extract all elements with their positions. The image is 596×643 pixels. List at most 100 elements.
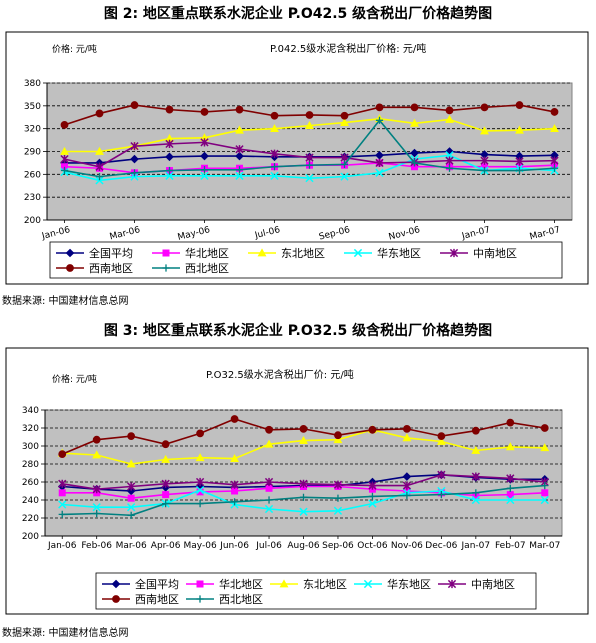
- data-point: [375, 168, 384, 177]
- data-point: [333, 480, 343, 489]
- data-point: [165, 105, 174, 114]
- data-point: [231, 487, 239, 495]
- data-point: [130, 142, 139, 151]
- x-tick-label: Aug-06: [287, 541, 320, 551]
- x-tick-label: Feb-07: [495, 541, 526, 551]
- data-point: [334, 431, 342, 440]
- data-point: [305, 161, 314, 169]
- legend-box: [49, 241, 563, 279]
- data-point: [445, 106, 454, 115]
- x-tick-label: Dec-06: [425, 541, 457, 551]
- y-tick-label: 290: [24, 148, 41, 158]
- legend-marker: [449, 248, 459, 258]
- data-point: [264, 439, 274, 448]
- data-point: [471, 472, 480, 481]
- data-point: [402, 472, 412, 481]
- legend-item: 西南地区: [56, 262, 133, 275]
- data-point: [368, 492, 377, 500]
- data-point: [230, 480, 239, 489]
- data-point: [235, 151, 244, 161]
- data-point: [471, 445, 481, 454]
- data-point: [92, 450, 102, 459]
- data-point: [130, 172, 139, 181]
- data-point: [95, 162, 104, 171]
- figure-1: 图 2: 地区重点联系水泥企业 P.O42.5 级含税出厂价格趋势图 价格: 元…: [0, 0, 596, 320]
- legend-marker: [447, 579, 457, 589]
- data-point: [437, 432, 446, 440]
- data-point: [58, 450, 67, 458]
- data-point: [58, 510, 66, 518]
- legend-marker: [111, 579, 121, 589]
- data-point: [368, 425, 377, 434]
- data-point: [162, 491, 170, 499]
- data-point: [506, 484, 514, 492]
- legend-marker: [66, 264, 74, 272]
- data-point: [506, 491, 514, 499]
- legend-label: 西南地区: [135, 593, 179, 606]
- data-point: [375, 103, 384, 112]
- x-tick-label: Mar-06: [116, 541, 147, 551]
- series-7: [60, 116, 559, 181]
- data-point: [161, 454, 171, 463]
- data-point: [95, 109, 104, 118]
- x-tick-label: Oct-06: [357, 541, 388, 551]
- x-tick-label: Sep-06: [322, 541, 354, 551]
- legend-marker: [279, 579, 289, 588]
- legend-marker: [257, 248, 267, 257]
- legend-item: 东北地区: [248, 247, 325, 260]
- data-point: [340, 111, 349, 120]
- data-point: [333, 435, 343, 444]
- data-point: [196, 500, 204, 508]
- y-tick-label: 200: [22, 532, 39, 542]
- x-tick-label: Jan-07: [461, 541, 491, 551]
- data-point: [305, 174, 314, 183]
- legend-marker: [112, 595, 120, 603]
- data-point: [410, 118, 419, 127]
- legend-item: 中南地区: [438, 578, 515, 591]
- legend-marker: [196, 580, 204, 588]
- legend-marker: [353, 248, 363, 258]
- data-point: [445, 114, 454, 123]
- data-point: [127, 432, 136, 440]
- legend-item: 华东地区: [344, 246, 421, 260]
- legend-label: 中南地区: [471, 578, 515, 591]
- data-point: [540, 424, 549, 432]
- data-point: [127, 494, 135, 502]
- legend-marker: [162, 249, 170, 257]
- data-point: [235, 171, 244, 180]
- data-point: [541, 489, 549, 497]
- y-tick-label: 320: [22, 424, 39, 434]
- data-point: [299, 493, 308, 501]
- data-point: [340, 117, 349, 126]
- series-6: [60, 101, 559, 129]
- data-point: [471, 426, 480, 435]
- data-point: [60, 154, 69, 164]
- data-point: [92, 485, 101, 494]
- legend-label: 华东地区: [387, 577, 431, 591]
- legend-marker: [65, 248, 75, 258]
- data-point: [270, 124, 279, 133]
- unit-label: 价格: 元/吨: [52, 373, 97, 385]
- data-point: [265, 496, 273, 504]
- legend-label: 全国平均: [135, 577, 179, 591]
- legend-item: 华北地区: [186, 577, 263, 591]
- data-point: [550, 156, 559, 165]
- data-point: [58, 500, 67, 509]
- series-3: [60, 114, 559, 155]
- y-tick-label: 280: [22, 460, 39, 470]
- legend-item: 西北地区: [152, 262, 229, 275]
- data-point: [334, 494, 342, 502]
- series-6: [58, 415, 549, 458]
- unit-label: 价格: 元/吨: [52, 43, 97, 55]
- data-point: [130, 154, 139, 164]
- data-point: [515, 157, 524, 166]
- data-point: [270, 149, 279, 158]
- data-point: [340, 160, 349, 169]
- legend-label: 全国平均: [89, 246, 133, 260]
- legend-label: 东北地区: [281, 247, 325, 260]
- data-point: [270, 111, 279, 120]
- data-point: [480, 126, 489, 135]
- data-point: [445, 156, 454, 165]
- y-tick-label: 220: [22, 514, 39, 524]
- figure-1-caption: 图 2: 地区重点联系水泥企业 P.O42.5 级含税出厂价格趋势图: [103, 6, 493, 22]
